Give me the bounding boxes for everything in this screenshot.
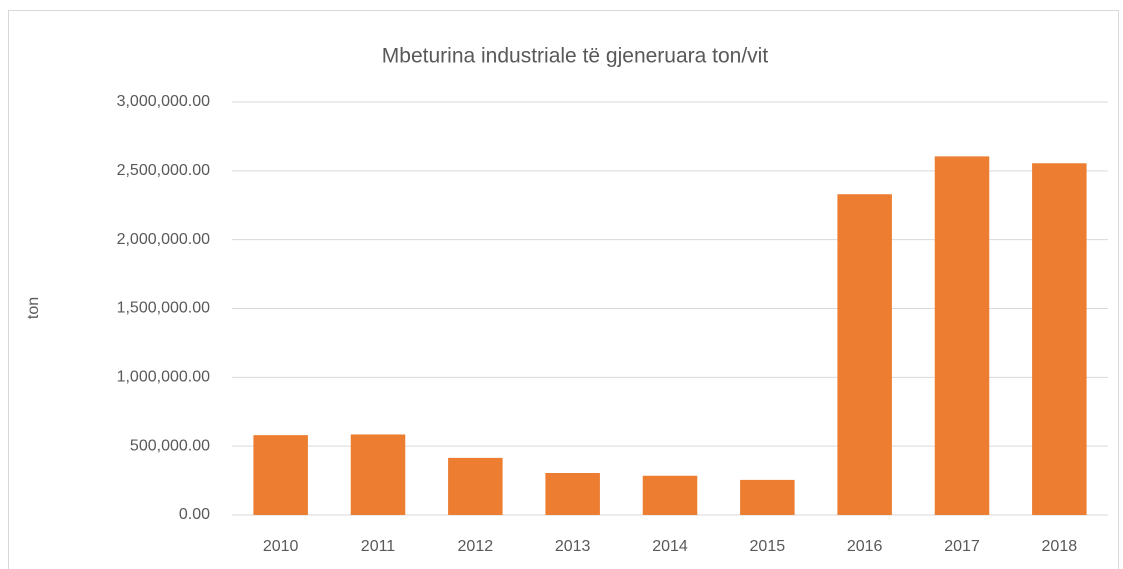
x-tick-label: 2015 <box>750 538 786 555</box>
y-tick-label: 2,000,000.00 <box>117 231 211 248</box>
x-tick-label: 2017 <box>944 538 980 555</box>
x-tick-label: 2012 <box>458 538 494 555</box>
bar <box>350 434 406 515</box>
y-tick-label: 3,000,000.00 <box>117 93 211 110</box>
x-tick-label: 2011 <box>361 538 396 555</box>
x-tick-label: 2010 <box>263 538 299 555</box>
bar <box>740 479 795 515</box>
bar <box>1032 163 1087 516</box>
y-tick-label: 500,000.00 <box>130 437 210 454</box>
y-axis-label: ton <box>25 297 42 319</box>
bar <box>837 194 892 515</box>
y-tick-label: 0.00 <box>179 506 210 523</box>
bar <box>642 475 698 515</box>
bar <box>934 156 990 515</box>
y-tick-label: 1,500,000.00 <box>117 300 211 317</box>
x-tick-label: 2014 <box>652 538 688 555</box>
x-tick-label: 2016 <box>847 538 883 555</box>
bar <box>545 473 600 515</box>
bar <box>448 457 503 515</box>
y-tick-label: 1,000,000.00 <box>117 369 211 386</box>
bar <box>253 435 308 515</box>
y-tick-label: 2,500,000.00 <box>117 162 211 179</box>
x-tick-label: 2018 <box>1042 538 1078 555</box>
x-tick-label: 2013 <box>555 538 591 555</box>
chart-title: Mbeturina industriale të gjeneruara ton/… <box>382 45 769 68</box>
